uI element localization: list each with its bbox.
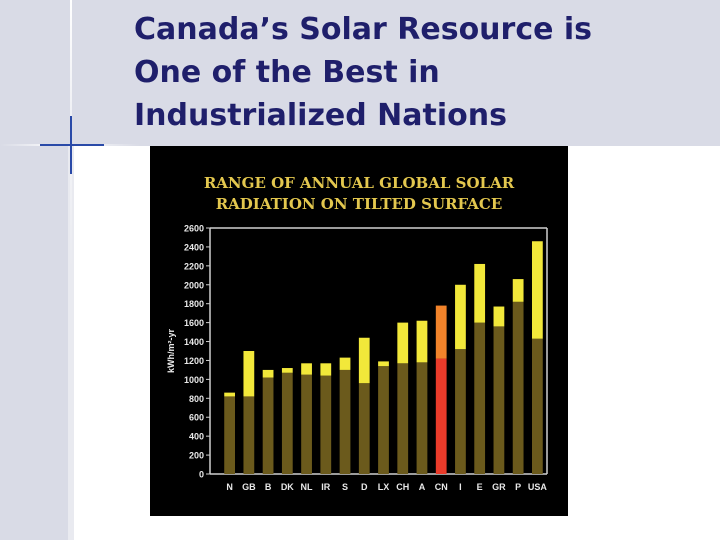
bar-minimum-b	[262, 377, 274, 474]
bar-minimum-cn	[435, 358, 447, 474]
x-tick-label: USA	[528, 482, 548, 492]
bar-minimum-i	[455, 349, 466, 474]
y-tick-label: 2400	[184, 242, 204, 252]
x-tick-label: DK	[281, 482, 294, 492]
y-tick-label: 400	[189, 432, 204, 442]
x-tick-label: IR	[321, 482, 331, 492]
bar-minimum-dk	[281, 372, 293, 474]
bar-minimum-ir	[320, 375, 332, 474]
bar-range-a	[416, 320, 428, 363]
bar-minimum-gb	[243, 396, 255, 474]
x-tick-label: LX	[378, 482, 390, 492]
y-tick-label: 1400	[184, 337, 204, 347]
x-tick-label: B	[265, 482, 272, 492]
bar-range-b	[262, 369, 274, 378]
solar-radiation-bar-chart: RANGE OF ANNUAL GLOBAL SOLAR RADIATION ON…	[166, 174, 548, 492]
bar-range-nl	[301, 363, 312, 375]
x-tick-label: E	[477, 482, 483, 492]
bar-range-e	[474, 263, 486, 323]
y-tick-label: 2200	[184, 261, 204, 271]
top-decorative-band	[0, 0, 720, 146]
bar-range-s	[339, 357, 351, 370]
x-tick-label: P	[515, 482, 521, 492]
bar-range-usa	[531, 241, 543, 339]
y-tick-label: 1600	[184, 318, 204, 328]
bar-range-lx	[378, 361, 389, 367]
bar-minimum-e	[474, 322, 486, 474]
bar-range-p	[512, 279, 524, 302]
x-tick-label: I	[459, 482, 462, 492]
bar-minimum-gr	[493, 326, 505, 474]
bar-minimum-n	[224, 396, 236, 474]
bar-range-cn	[435, 305, 447, 359]
bar-range-ch	[397, 322, 409, 364]
bar-range-gr	[493, 306, 505, 327]
x-tick-label: GB	[242, 482, 256, 492]
bar-range-gb	[243, 351, 255, 397]
sparkle-icon-vertical	[70, 116, 72, 174]
sparkle-icon-horizontal	[40, 144, 104, 146]
slide-title: Canada’s Solar Resource is One of the Be…	[134, 12, 593, 133]
y-tick-label: 1200	[184, 356, 204, 366]
bar-range-d	[358, 337, 370, 384]
x-tick-label: N	[226, 482, 233, 492]
bar-range-dk	[281, 368, 293, 373]
bar-minimum-p	[512, 301, 524, 474]
bar-range-n	[224, 392, 236, 397]
x-tick-label: S	[342, 482, 348, 492]
y-tick-label: 1000	[184, 375, 204, 385]
y-tick-label: 1800	[184, 299, 204, 309]
y-axis-label: kWh/m²-yr	[166, 329, 176, 374]
y-tick-label: 2000	[184, 280, 204, 290]
bar-minimum-usa	[531, 338, 543, 474]
y-tick-label: 600	[189, 413, 204, 423]
chart-panel: RANGE OF ANNUAL GLOBAL SOLAR RADIATION ON…	[150, 146, 568, 516]
chart-title-line: RANGE OF ANNUAL GLOBAL SOLAR	[204, 174, 515, 192]
bar-minimum-lx	[378, 366, 389, 474]
bar-range-i	[455, 284, 466, 350]
bar-minimum-s	[339, 369, 351, 474]
x-tick-label: GR	[492, 482, 506, 492]
bar-range-ir	[320, 363, 332, 376]
bar-minimum-a	[416, 362, 428, 474]
left-inner-strip	[68, 146, 74, 540]
bar-minimum-nl	[301, 374, 312, 474]
bar-minimum-d	[358, 383, 370, 474]
x-tick-label: NL	[301, 482, 313, 492]
y-tick-label: 800	[189, 394, 204, 404]
y-tick-label: 0	[199, 470, 204, 480]
x-tick-label: D	[361, 482, 368, 492]
y-tick-label: 2600	[184, 224, 204, 234]
chart-title-line: RADIATION ON TILTED SURFACE	[216, 195, 503, 213]
x-tick-label: A	[419, 482, 426, 492]
bar-minimum-ch	[397, 363, 409, 474]
y-tick-label: 200	[189, 451, 204, 461]
x-tick-label: CN	[435, 482, 448, 492]
x-tick-label: CH	[396, 482, 409, 492]
